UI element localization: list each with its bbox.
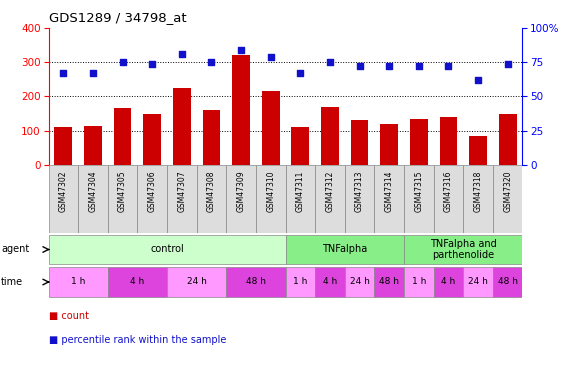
Bar (286, 235, 404, 264)
Bar (78, 165, 108, 233)
Text: GSM47312: GSM47312 (325, 171, 335, 212)
Text: GSM47309: GSM47309 (236, 171, 246, 212)
Bar (493, 267, 522, 297)
Text: TNFalpha and
parthenolide: TNFalpha and parthenolide (430, 239, 497, 260)
Bar (226, 267, 286, 297)
Bar (232, 56, 250, 165)
Text: 1 h: 1 h (412, 278, 426, 286)
Bar (49, 267, 108, 297)
Bar (433, 267, 463, 297)
Bar (315, 267, 345, 297)
Bar (410, 119, 428, 165)
Point (444, 63, 453, 69)
Text: 4 h: 4 h (130, 278, 144, 286)
Bar (256, 165, 286, 233)
Bar (196, 165, 226, 233)
Bar (375, 267, 404, 297)
Text: 48 h: 48 h (498, 278, 518, 286)
Point (89, 70, 98, 76)
Bar (262, 92, 280, 165)
Text: GSM47308: GSM47308 (207, 171, 216, 212)
Bar (49, 165, 78, 233)
Bar (315, 165, 345, 233)
Bar (138, 165, 167, 233)
Bar (404, 165, 433, 233)
Point (236, 47, 246, 53)
Bar (167, 165, 196, 233)
Point (503, 61, 512, 67)
Point (59, 70, 68, 76)
Text: GSM47315: GSM47315 (415, 171, 423, 212)
Text: GSM47310: GSM47310 (266, 171, 275, 212)
Bar (351, 120, 368, 165)
Bar (114, 108, 131, 165)
Bar (499, 114, 517, 165)
Text: 24 h: 24 h (468, 278, 488, 286)
Bar (345, 267, 375, 297)
Text: GSM47311: GSM47311 (296, 171, 305, 212)
Text: TNFalpha: TNFalpha (322, 244, 367, 255)
Bar (108, 165, 138, 233)
Bar (49, 235, 286, 264)
Text: 1 h: 1 h (71, 278, 85, 286)
Bar (143, 114, 161, 165)
Text: 4 h: 4 h (441, 278, 456, 286)
Point (207, 59, 216, 65)
Bar (286, 267, 315, 297)
Bar (173, 88, 191, 165)
Bar (167, 267, 226, 297)
Text: GSM47314: GSM47314 (385, 171, 393, 212)
Text: control: control (150, 244, 184, 255)
Text: time: time (1, 277, 23, 287)
Point (355, 63, 364, 69)
Point (148, 61, 157, 67)
Text: 24 h: 24 h (349, 278, 369, 286)
Bar (469, 136, 487, 165)
Point (118, 59, 127, 65)
Text: GSM47313: GSM47313 (355, 171, 364, 212)
Bar (463, 267, 493, 297)
Bar (345, 165, 375, 233)
Text: 48 h: 48 h (246, 278, 266, 286)
Bar (84, 126, 102, 165)
Text: GSM47306: GSM47306 (148, 171, 156, 212)
Bar (54, 128, 73, 165)
Text: 4 h: 4 h (323, 278, 337, 286)
Point (325, 59, 335, 65)
Bar (375, 165, 404, 233)
Bar (433, 165, 463, 233)
Bar (493, 165, 522, 233)
Bar (108, 267, 167, 297)
Text: GSM47318: GSM47318 (473, 171, 482, 212)
Text: GSM47307: GSM47307 (178, 171, 186, 212)
Bar (286, 165, 315, 233)
Text: 1 h: 1 h (293, 278, 308, 286)
Text: ■ percentile rank within the sample: ■ percentile rank within the sample (49, 335, 226, 345)
Text: GSM47320: GSM47320 (503, 171, 512, 212)
Text: 48 h: 48 h (379, 278, 399, 286)
Text: GSM47305: GSM47305 (118, 171, 127, 212)
Bar (440, 117, 457, 165)
Point (385, 63, 394, 69)
Text: GDS1289 / 34798_at: GDS1289 / 34798_at (49, 11, 186, 24)
Point (473, 77, 482, 83)
Text: GSM47302: GSM47302 (59, 171, 68, 212)
Bar (203, 110, 220, 165)
Text: GSM47304: GSM47304 (89, 171, 98, 212)
Bar (463, 165, 493, 233)
Point (296, 70, 305, 76)
Bar (380, 124, 398, 165)
Bar (291, 128, 309, 165)
Point (414, 63, 423, 69)
Bar (226, 165, 256, 233)
Point (177, 51, 186, 57)
Text: GSM47316: GSM47316 (444, 171, 453, 212)
Point (266, 54, 275, 60)
Bar (321, 107, 339, 165)
Bar (404, 235, 522, 264)
Bar (404, 267, 433, 297)
Text: agent: agent (1, 244, 29, 255)
Text: 24 h: 24 h (187, 278, 207, 286)
Text: ■ count: ■ count (49, 311, 89, 321)
